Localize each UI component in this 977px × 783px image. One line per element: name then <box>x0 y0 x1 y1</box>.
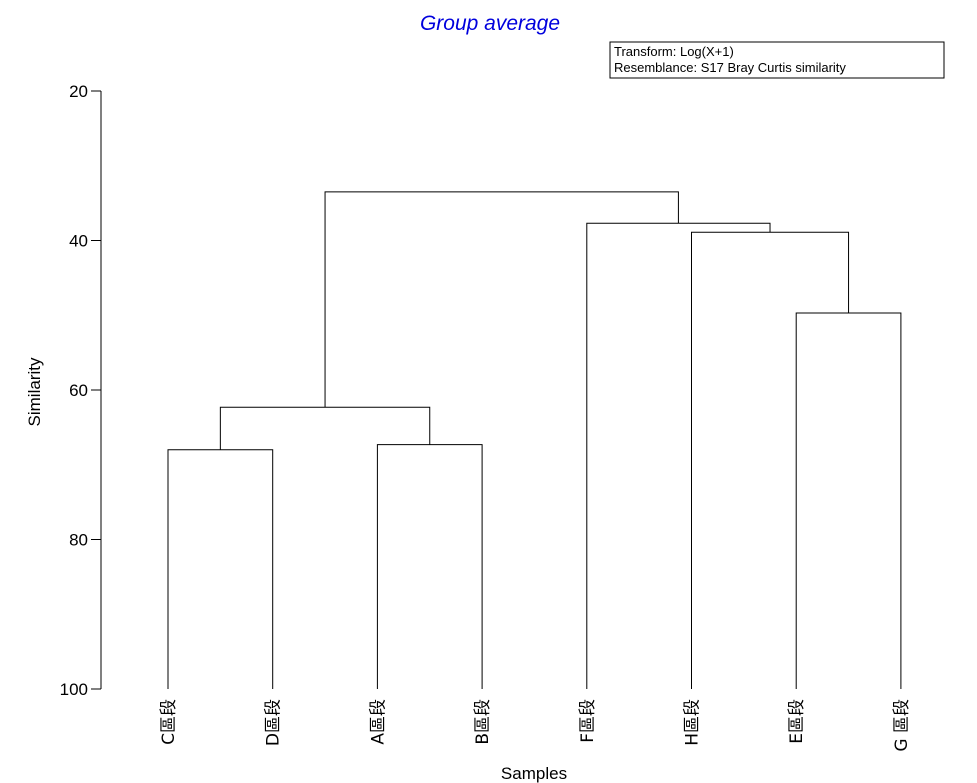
sample-label: A區段 <box>368 699 388 745</box>
info-transform: Transform: Log(X+1) <box>614 44 734 59</box>
dendrogram-merge-3 <box>219 406 431 450</box>
sample-label: E區段 <box>787 699 807 744</box>
dendrogram-merge-7 <box>324 191 679 408</box>
y-tick-label: 100 <box>60 680 88 699</box>
chart-title: Group average <box>420 12 560 35</box>
y-axis-label: Similarity <box>25 357 44 426</box>
dendrogram-merge-1 <box>167 449 274 689</box>
y-tick-label: 80 <box>69 531 88 550</box>
dendrogram-branches <box>167 191 902 689</box>
sample-label: H區段 <box>683 699 703 746</box>
dendrogram-merge-4 <box>795 312 902 689</box>
sample-label: B區段 <box>473 699 493 745</box>
sample-label: D區段 <box>264 699 284 746</box>
dendrogram-merge-5 <box>691 231 850 689</box>
info-box-frame <box>609 41 945 79</box>
dendrogram-merge-6 <box>586 222 771 689</box>
sample-labels: C區段 D區段 A區段 B區段 F區段 H區段 E區段 G 區段 <box>159 699 912 752</box>
sample-label: G 區段 <box>892 699 912 752</box>
dendrogram-merge-2 <box>376 444 483 689</box>
info-box: Transform: Log(X+1) Resemblance: S17 Bra… <box>609 41 945 79</box>
info-resemblance: Resemblance: S17 Bray Curtis similarity <box>614 60 846 75</box>
y-tick-label: 20 <box>69 82 88 101</box>
x-axis-label: Samples <box>501 764 567 783</box>
y-axis: 20 40 60 80 100 <box>60 82 102 699</box>
y-tick-label: 60 <box>69 381 88 400</box>
sample-label: F區段 <box>578 699 598 743</box>
sample-label: C區段 <box>159 699 179 745</box>
y-tick-label: 40 <box>69 232 88 251</box>
